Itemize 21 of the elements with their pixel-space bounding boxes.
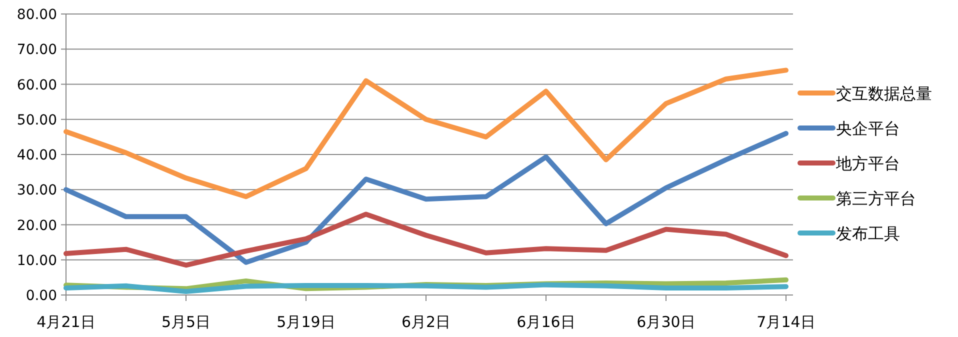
legend-label: 央企平台 [836, 119, 900, 138]
y-tick-label: 70.00 [16, 42, 57, 58]
x-tick-label: 7月14日 [756, 313, 816, 331]
x-tick-label: 5月19日 [276, 313, 336, 331]
legend-label: 地方平台 [835, 154, 900, 173]
legend-label: 交互数据总量 [836, 84, 932, 103]
y-tick-label: 60.00 [16, 77, 57, 94]
y-tick-label: 50.00 [16, 112, 57, 128]
x-tick-label: 6月30日 [636, 313, 696, 331]
y-tick-label: 20.00 [16, 218, 57, 234]
legend-label: 第三方平台 [836, 189, 916, 208]
x-tick-label: 6月16日 [516, 313, 576, 331]
x-tick-label: 4月21日 [36, 313, 96, 331]
legend-label: 发布工具 [836, 224, 900, 243]
y-tick-label: 80.00 [16, 7, 57, 23]
y-tick-label: 0.00 [26, 288, 57, 304]
y-tick-label: 40.00 [16, 148, 57, 164]
y-tick-label: 10.00 [16, 252, 57, 269]
y-tick-label: 30.00 [16, 182, 57, 199]
x-tick-label: 5月5日 [161, 313, 211, 331]
x-tick-label: 6月2日 [401, 313, 451, 331]
